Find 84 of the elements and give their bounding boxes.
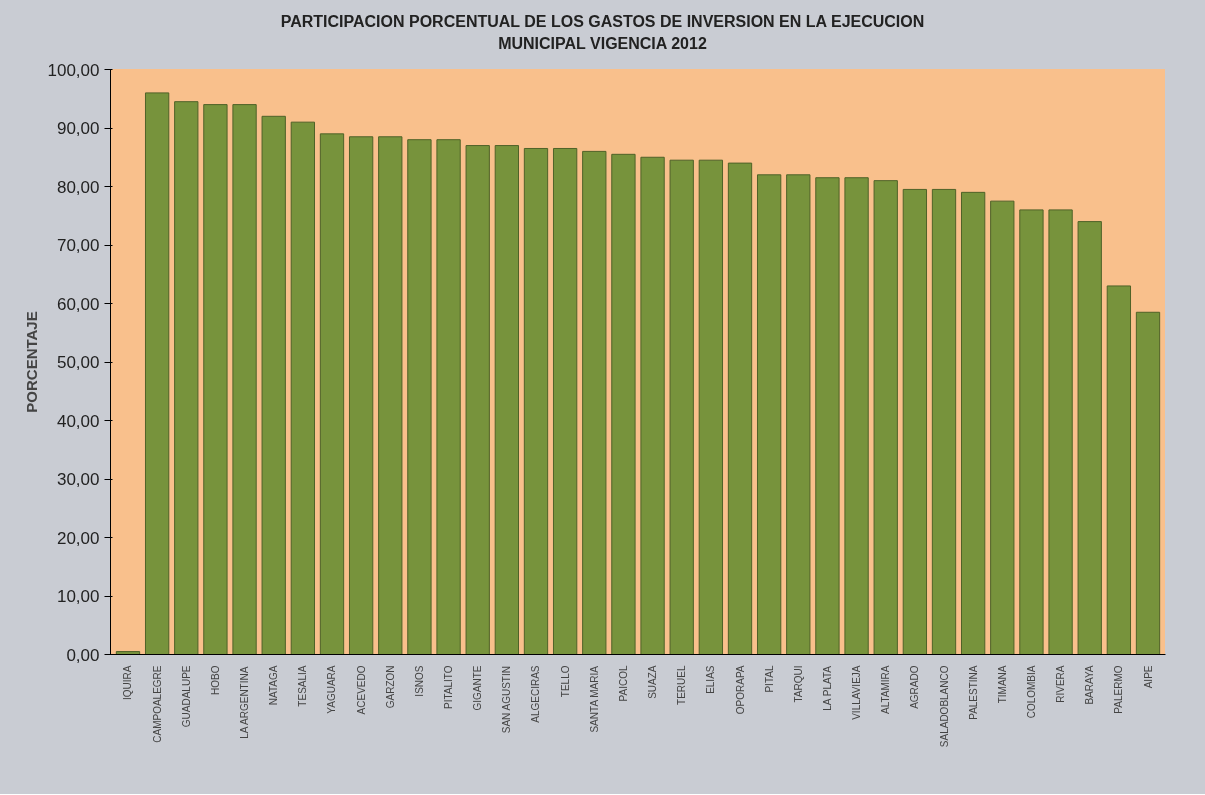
bar [786,174,811,655]
y-tick-label: 20,00 [56,528,100,548]
x-tick-label: PALESTINA [967,665,979,720]
x-tick-label: GIGANTE [472,665,484,711]
bar [290,121,316,655]
x-tick-label: LA PLATA [821,665,833,711]
x-tick-label: SANTA MARIA [588,665,600,733]
bar [960,192,986,655]
x-tick-label: ALTAMIRA [880,665,892,715]
x-tick-label: ALGECIRAS [530,665,542,723]
x-tick-label: TESALIA [297,665,309,707]
y-tick-label: 70,00 [56,236,100,256]
y-tick-label: 60,00 [56,294,100,314]
x-tick-label: PALERMO [1113,665,1125,714]
y-tick-label: 90,00 [56,119,100,139]
bar [261,115,286,655]
bar [144,92,170,655]
y-tick-label: 50,00 [56,353,100,373]
bar [378,136,403,655]
x-tick-label: YAGUARA [326,665,338,714]
x-tick-label: COLOMBIA [1025,665,1037,719]
x-tick-label: TERUEL [676,665,688,706]
bar [1048,209,1073,655]
bar [232,104,257,655]
x-tick-label: VILLAVIEJA [851,665,863,720]
bar [494,145,520,655]
bar [1077,221,1102,655]
bar [611,154,636,655]
bar [669,159,694,655]
x-tick-label: PITAL [763,665,775,693]
x-tick-label: TARQUI [792,665,804,703]
bar [640,156,665,655]
x-tick-label: SAN AGUSTIN [501,666,513,734]
bar [1106,285,1132,655]
y-axis-title: PORCENTAJE [22,311,40,413]
bar [873,180,898,655]
bar [552,148,578,655]
x-tick-label: ISNOS [413,665,425,697]
x-tick-label: ACEVEDO [355,665,367,715]
y-tick-label: 80,00 [56,177,100,197]
bar [727,162,753,655]
bar [902,189,928,655]
x-tick-label: CAMPOALEGRE [151,665,163,743]
x-tick-label: NATAGA [268,665,280,706]
bar [407,139,432,655]
x-tick-label: TELLO [559,665,571,698]
y-tick-label: 30,00 [56,470,100,490]
bar [1019,209,1044,655]
bar [844,177,869,655]
x-tick-label: SALADOBLANCO [938,665,950,748]
x-tick-label: PITALITO [443,665,455,710]
x-tick-label: AGRADO [909,665,921,710]
y-tick-label: 100,00 [47,60,100,80]
y-tick-label: 0,00 [66,645,100,665]
bar [698,159,724,655]
bar [203,104,228,655]
x-tick-label: GUADALUPE [180,665,192,728]
x-tick-label: RIVERA [1055,665,1067,703]
x-tick-label: ELIAS [705,665,717,695]
chart-title: PARTICIPACION PORCENTUAL DE LOS GASTOS DE INVERSION EN LA EJECUCION MUNICIPAL VIGENCIA 2012 [280,12,925,54]
bar [1135,311,1161,655]
bar [815,177,840,655]
x-tick-label: OPORAPA [734,665,746,715]
x-tick-label: PAICOL [617,665,629,702]
bar [436,139,461,655]
x-tick-label: IQUIRA [122,665,134,701]
bar [465,145,490,655]
x-tick-label: TIMANA [996,665,1008,704]
bar [174,101,199,655]
x-tick-label: SUAZA [647,665,659,700]
x-tick-label: GARZON [384,665,396,709]
bar [319,133,345,655]
bar [582,151,607,655]
x-tick-label: LA ARGENTINA [239,666,251,740]
bar [990,200,1015,655]
y-tick-label: 10,00 [56,587,100,607]
x-tick-label: AIPE [1142,665,1154,689]
y-tick-label: 40,00 [56,411,100,431]
x-tick-label: HOBO [209,665,221,696]
bar [756,174,782,655]
x-tick-label: BARAYA [1084,665,1096,705]
bar [931,189,957,655]
bar [523,148,549,655]
bar [348,136,374,655]
